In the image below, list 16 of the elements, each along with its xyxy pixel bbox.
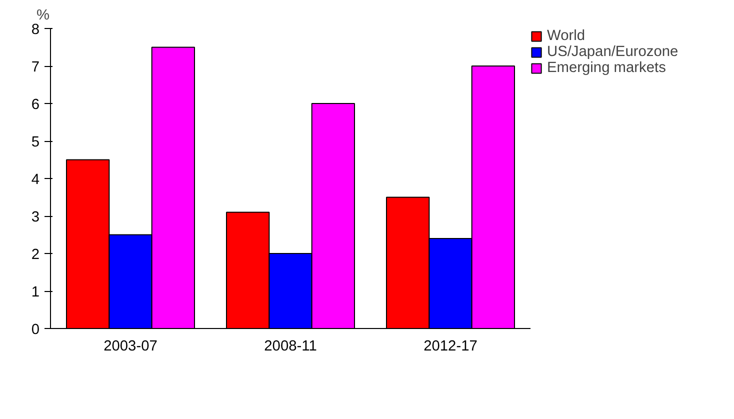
y-tick-label: 5: [31, 134, 40, 150]
y-axis-title: %: [36, 8, 50, 24]
y-tick-label: 4: [31, 172, 40, 188]
y-tick-label: 7: [31, 60, 40, 76]
y-tick-label: 2: [31, 247, 40, 263]
y-tick-label: 3: [31, 210, 40, 226]
y-tick-label: 6: [31, 97, 40, 113]
x-tick-label: 2012-17: [424, 338, 478, 354]
y-tick-label: 8: [31, 22, 40, 38]
legend-label: Emerging markets: [547, 60, 666, 76]
y-tick-label: 1: [31, 284, 40, 300]
legend-label: US/Japan/Eurozone: [547, 44, 678, 60]
x-tick-label: 2003-07: [104, 338, 158, 354]
x-tick-label: 2008-11: [264, 338, 317, 354]
legend-label: World: [547, 28, 586, 44]
y-tick-label: 0: [31, 322, 40, 338]
